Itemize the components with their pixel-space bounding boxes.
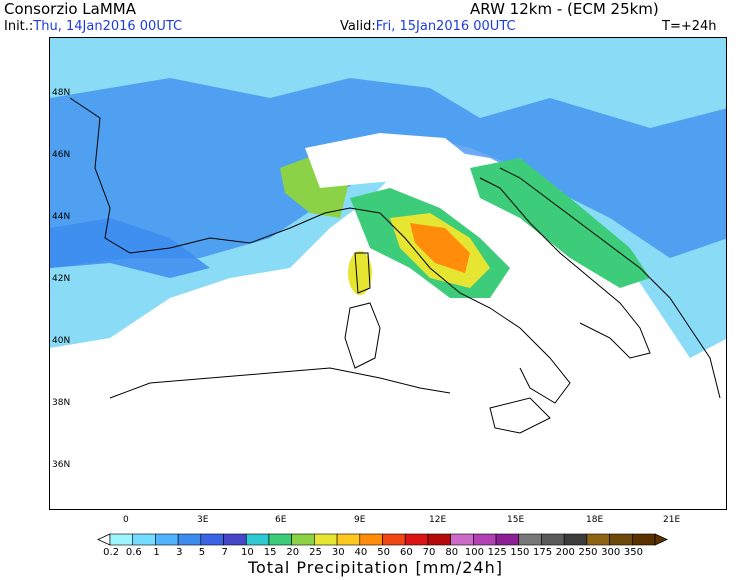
colorbar-level-label: 150 bbox=[510, 547, 530, 558]
colorbar-swatch bbox=[586, 533, 610, 546]
colorbar-swatch bbox=[473, 533, 497, 546]
lon-label: 12E bbox=[429, 515, 447, 525]
coast-france-spain bbox=[69, 97, 381, 254]
dry-po-valley bbox=[305, 133, 470, 188]
valid-value: Fri, 15Jan2016 00UTC bbox=[375, 19, 516, 34]
precip-corsica bbox=[348, 251, 372, 295]
coastlines bbox=[69, 97, 721, 434]
coast-italy-east bbox=[479, 177, 651, 359]
colorbar-swatch bbox=[495, 533, 520, 546]
lat-label: 38N bbox=[52, 398, 71, 408]
lon-label: 21E bbox=[663, 515, 681, 525]
colorbar-swatch bbox=[200, 533, 224, 546]
colorbar-level-label: 350 bbox=[623, 547, 643, 558]
colorbar-level-label: 5 bbox=[198, 547, 206, 558]
colorbar-swatch bbox=[404, 533, 429, 546]
colorbar-level-label: 40 bbox=[354, 547, 368, 558]
lon-label: 18E bbox=[586, 515, 604, 525]
lon-label: 15E bbox=[507, 515, 525, 525]
colorbar-level-label: 30 bbox=[331, 547, 345, 558]
colorbar-level-label: 60 bbox=[399, 547, 413, 558]
colorbar-level-label: 70 bbox=[422, 547, 436, 558]
colorbar-swatch bbox=[359, 533, 383, 546]
colorbar-level-label: 0.2 bbox=[103, 547, 120, 558]
colorbar-level-label: 100 bbox=[464, 547, 485, 558]
colorbar-level-label: 50 bbox=[377, 547, 390, 558]
colorbar-level-label: 200 bbox=[555, 547, 575, 558]
colorbar-swatch bbox=[132, 533, 156, 546]
precipitation-fields bbox=[50, 38, 726, 358]
lead-time: T=+24h bbox=[662, 19, 717, 34]
lat-label: 36N bbox=[52, 460, 71, 470]
colorbar-level-label: 1 bbox=[153, 547, 160, 558]
colorbar-swatch bbox=[109, 533, 134, 546]
lon-label: 6E bbox=[275, 515, 287, 525]
coast-italy-west bbox=[379, 212, 571, 404]
coast-sardinia bbox=[344, 302, 381, 369]
colorbar-swatch bbox=[518, 533, 542, 546]
colorbar-level-label: 7 bbox=[221, 547, 228, 558]
colorbar-swatch bbox=[450, 533, 474, 546]
colorbar-title: Total Precipitation [mm/24h] bbox=[247, 558, 504, 577]
lon-label: 3E bbox=[197, 515, 209, 525]
init-label: Init.: bbox=[4, 19, 34, 34]
init-value: Thu, 14Jan2016 00UTC bbox=[33, 19, 183, 34]
coast-balkans bbox=[499, 167, 721, 399]
colorbar-level-label: 80 bbox=[445, 547, 459, 558]
colorbar-swatch bbox=[563, 533, 588, 546]
colorbar-swatch bbox=[314, 533, 338, 546]
colorbar-level-label: 250 bbox=[578, 547, 598, 558]
org-title: Consorzio LaMMA bbox=[4, 0, 136, 18]
lon-label: 0 bbox=[123, 515, 129, 525]
coast-sicily bbox=[489, 397, 551, 434]
colorbar-swatch bbox=[382, 533, 406, 546]
lat-label: 46N bbox=[52, 150, 71, 160]
colorbar-swatch bbox=[541, 533, 565, 546]
colorbar-swatch bbox=[155, 533, 179, 546]
coast-corsica bbox=[354, 252, 371, 294]
colorbar-swatch bbox=[245, 533, 270, 546]
model-title: ARW 12km - (ECM 25km) bbox=[470, 0, 659, 18]
map-svg bbox=[50, 38, 726, 434]
colorbar-swatch bbox=[177, 533, 202, 546]
colorbar bbox=[97, 533, 668, 546]
precip-adriatic bbox=[470, 158, 650, 288]
colorbar-max-arrow bbox=[654, 533, 668, 546]
colorbar-level-label: 25 bbox=[309, 547, 322, 558]
lon-label: 9E bbox=[354, 515, 366, 525]
colorbar-swatch bbox=[609, 533, 633, 546]
lat-label: 40N bbox=[52, 336, 71, 346]
lat-label: 48N bbox=[52, 88, 71, 98]
colorbar-swatch bbox=[336, 533, 361, 546]
colorbar-level-label: 10 bbox=[241, 547, 254, 558]
colorbar-swatch bbox=[427, 533, 451, 546]
colorbar-swatch bbox=[223, 533, 247, 546]
colorbar-level-label: 15 bbox=[263, 547, 277, 558]
precipitation-map: 48N 46N 44N 42N 40N 38N 36N bbox=[49, 37, 727, 510]
init-time: Init.:Thu, 14Jan2016 00UTC bbox=[4, 19, 182, 34]
lat-label: 44N bbox=[52, 212, 71, 222]
colorbar-level-label: 0.6 bbox=[125, 547, 142, 558]
precip-west bbox=[50, 218, 210, 278]
colorbar-swatch bbox=[631, 533, 656, 546]
colorbar-swatch bbox=[268, 533, 292, 546]
colorbar-level-label: 300 bbox=[601, 547, 621, 558]
valid-time: Valid:Fri, 15Jan2016 00UTC bbox=[340, 19, 516, 34]
colorbar-level-label: 125 bbox=[487, 547, 507, 558]
colorbar-level-label: 20 bbox=[286, 547, 300, 558]
valid-label: Valid: bbox=[340, 19, 376, 34]
colorbar-level-label: 3 bbox=[176, 547, 183, 558]
colorbar-min-arrow bbox=[97, 533, 111, 546]
precip-max bbox=[410, 223, 470, 273]
precip-north-medium bbox=[50, 78, 726, 268]
colorbar-level-label: 175 bbox=[533, 547, 553, 558]
lat-label: 42N bbox=[52, 274, 71, 284]
coast-north-africa bbox=[109, 367, 451, 399]
colorbar-swatch bbox=[291, 533, 315, 546]
